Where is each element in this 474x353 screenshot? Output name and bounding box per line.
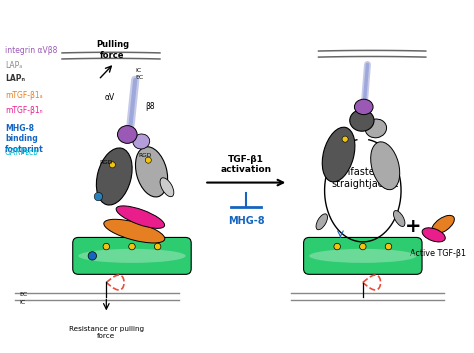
- Ellipse shape: [133, 134, 150, 149]
- Circle shape: [94, 192, 102, 201]
- Text: LAPₙ: LAPₙ: [5, 74, 25, 83]
- Text: MHG-8: MHG-8: [228, 216, 264, 226]
- Circle shape: [342, 136, 348, 142]
- Ellipse shape: [116, 206, 164, 228]
- Circle shape: [334, 243, 340, 250]
- Text: Active TGF-β1: Active TGF-β1: [410, 249, 466, 258]
- Text: IC: IC: [136, 68, 142, 73]
- Circle shape: [145, 157, 151, 163]
- Ellipse shape: [422, 228, 445, 242]
- Ellipse shape: [316, 214, 328, 230]
- Text: αV: αV: [104, 94, 115, 102]
- Text: GARPᴇᴄᴅ: GARPᴇᴄᴅ: [5, 149, 39, 157]
- Text: MHG-8
binding
footprint: MHG-8 binding footprint: [5, 124, 44, 154]
- Ellipse shape: [355, 99, 373, 115]
- Circle shape: [88, 252, 97, 260]
- Ellipse shape: [118, 126, 137, 143]
- Ellipse shape: [309, 249, 417, 263]
- Text: EC: EC: [19, 292, 27, 297]
- Circle shape: [103, 243, 109, 250]
- Circle shape: [360, 243, 366, 250]
- Ellipse shape: [96, 148, 132, 205]
- Ellipse shape: [78, 249, 186, 263]
- Circle shape: [129, 243, 135, 250]
- Ellipse shape: [160, 178, 174, 197]
- Circle shape: [155, 243, 161, 250]
- Text: Pulling
force: Pulling force: [96, 40, 129, 60]
- Ellipse shape: [104, 219, 165, 243]
- FancyBboxPatch shape: [303, 238, 422, 274]
- Text: Resistance or pulling
force: Resistance or pulling force: [69, 326, 144, 339]
- Circle shape: [109, 162, 115, 168]
- FancyBboxPatch shape: [73, 238, 191, 274]
- Ellipse shape: [136, 147, 168, 197]
- Text: Unfastened
straightjacket: Unfastened straightjacket: [331, 167, 399, 189]
- Ellipse shape: [365, 119, 387, 138]
- Text: RGD: RGD: [99, 160, 112, 165]
- Text: RGD: RGD: [138, 153, 152, 158]
- Ellipse shape: [432, 215, 455, 234]
- Ellipse shape: [371, 142, 400, 190]
- Text: integrin αVβ8: integrin αVβ8: [5, 46, 57, 55]
- Text: mTGF-β1ₐ: mTGF-β1ₐ: [5, 91, 43, 100]
- Text: LAPₐ: LAPₐ: [5, 61, 22, 70]
- Text: TGF-β1
activation: TGF-β1 activation: [221, 155, 272, 174]
- Circle shape: [385, 243, 392, 250]
- Text: IC: IC: [19, 300, 26, 305]
- Ellipse shape: [393, 210, 405, 227]
- Text: mTGF-β1ₙ: mTGF-β1ₙ: [5, 106, 43, 115]
- Ellipse shape: [322, 127, 355, 182]
- Ellipse shape: [350, 110, 374, 131]
- Text: +: +: [404, 217, 421, 236]
- Text: EC: EC: [136, 75, 144, 80]
- Text: β8: β8: [145, 102, 155, 111]
